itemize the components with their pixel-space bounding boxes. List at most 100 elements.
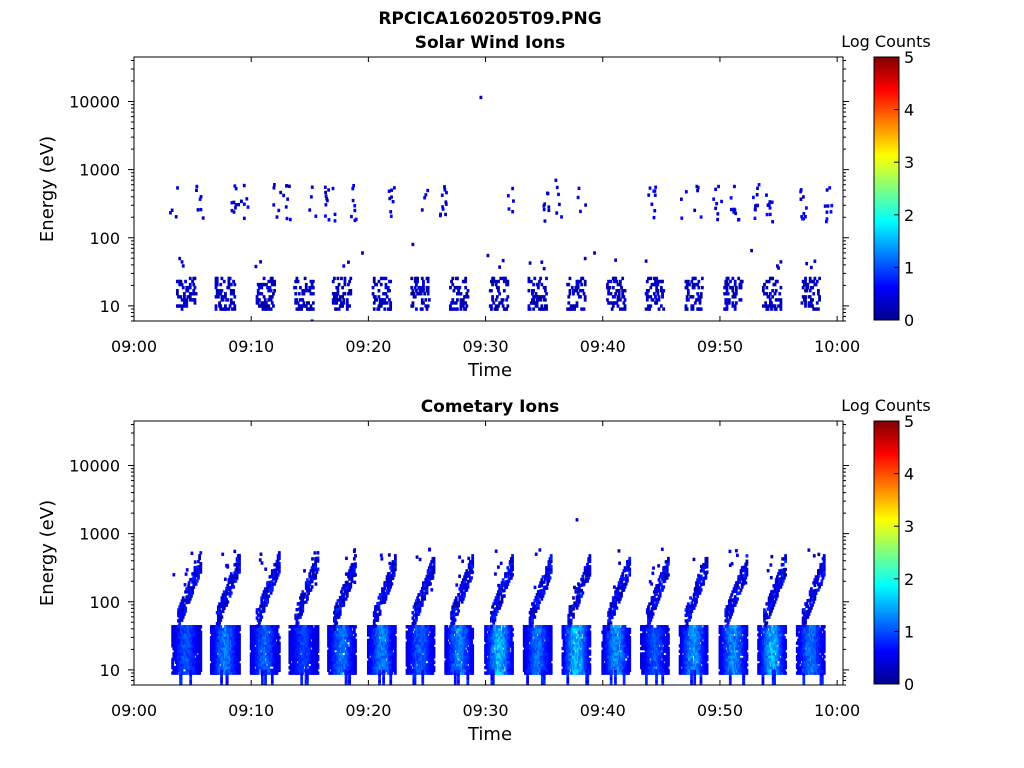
heatmap-cell (311, 570, 315, 575)
heatmap-cell (419, 655, 423, 659)
heatmap-cell (316, 559, 320, 563)
heatmap-cell (623, 307, 627, 311)
heatmap-cell (238, 646, 241, 651)
heatmap-cell (233, 304, 237, 308)
heatmap-cell (494, 282, 498, 287)
heatmap-cell (423, 292, 427, 296)
heatmap-cell (616, 304, 620, 308)
heatmap-cell (187, 635, 191, 640)
heatmap-cell (177, 624, 180, 629)
heatmap-cell (227, 282, 231, 287)
heatmap-cell (192, 668, 196, 673)
heatmap-cell (296, 301, 300, 305)
heatmap-cell (182, 612, 186, 616)
heatmap-cell (492, 301, 496, 305)
heatmap-cell (498, 265, 502, 269)
heatmap-cell (335, 295, 339, 299)
heatmap-cell (173, 671, 177, 675)
heatmap-cell (285, 184, 289, 188)
heatmap-cell (811, 285, 814, 290)
heatmap-cell (275, 627, 279, 632)
heatmap-cell (226, 583, 230, 588)
heatmap-cell (185, 600, 189, 605)
heatmap-cell (725, 285, 729, 290)
heatmap-cell (445, 625, 449, 629)
heatmap-cell (652, 215, 656, 220)
heatmap-cell (264, 669, 267, 674)
heatmap-cell (390, 652, 394, 656)
heatmap-cell (301, 606, 305, 610)
heatmap-cell (199, 660, 203, 664)
heatmap-cell (344, 660, 348, 664)
heatmap-cell (392, 186, 396, 190)
heatmap-cell (220, 649, 224, 654)
heatmap-cell (345, 580, 349, 585)
heatmap-cell (350, 663, 354, 667)
heatmap-cell (778, 292, 782, 296)
heatmap-cell (215, 276, 219, 281)
heatmap-cell (192, 282, 196, 287)
heatmap-cell (755, 193, 759, 197)
heatmap-cell (388, 196, 392, 201)
heatmap-cell (347, 663, 350, 667)
heatmap-cell (388, 581, 392, 585)
heatmap-cell (314, 214, 318, 218)
heatmap-cell (527, 304, 531, 308)
heatmap-cell (374, 652, 377, 656)
heatmap-cell (294, 292, 298, 296)
heatmap-cell (328, 641, 332, 645)
heatmap-cell (185, 657, 189, 662)
heatmap-cell (297, 630, 301, 634)
heatmap-cell (471, 644, 475, 648)
heatmap-cell (234, 657, 238, 662)
heatmap-cell (350, 633, 354, 637)
heatmap-cell (194, 652, 198, 656)
heatmap-cell (568, 292, 572, 296)
heatmap-cell (411, 289, 415, 293)
heatmap-cell (350, 657, 354, 662)
heatmap-cell (712, 197, 716, 201)
heatmap-cell (761, 285, 765, 290)
heatmap-cell (740, 279, 744, 284)
heatmap-cell (584, 203, 588, 207)
heatmap-cell (299, 604, 302, 608)
heatmap-cell (393, 652, 397, 656)
heatmap-cell (195, 646, 199, 651)
heatmap-cell (567, 301, 571, 305)
heatmap-cell (256, 301, 260, 305)
heatmap-cell (716, 212, 720, 216)
heatmap-cell (310, 630, 314, 634)
heatmap-cell (661, 295, 664, 299)
heatmap-cell (389, 627, 393, 632)
heatmap-cell (301, 665, 305, 670)
heatmap-cell (696, 188, 699, 193)
heatmap-cell (214, 304, 218, 308)
heatmap-cell (413, 669, 417, 674)
heatmap-cell (457, 630, 461, 634)
heatmap-cell (195, 188, 198, 193)
heatmap-cell (315, 668, 319, 673)
heatmap-cell (190, 586, 193, 590)
heatmap-cell (313, 652, 316, 656)
heatmap-cell (732, 292, 736, 296)
heatmap-cell (311, 292, 315, 296)
heatmap-cell (389, 210, 393, 214)
heatmap-cell (498, 292, 502, 296)
heatmap-cell (337, 307, 341, 311)
heatmap-cell (293, 638, 296, 643)
heatmap-cell (186, 289, 190, 293)
heatmap-cell (374, 295, 377, 299)
heatmap-cell (767, 279, 771, 284)
heatmap-cell (215, 282, 219, 287)
heatmap-cell (739, 282, 743, 287)
heatmap-cell (225, 603, 228, 607)
heatmap-cell (262, 295, 266, 299)
heatmap-cell (263, 627, 267, 632)
heatmap-cell (540, 304, 544, 308)
heatmap-cell (270, 276, 274, 281)
heatmap-cell (350, 635, 354, 640)
heatmap-cell (411, 616, 415, 620)
heatmap-cell (295, 624, 299, 628)
heatmap-cell (344, 673, 348, 677)
